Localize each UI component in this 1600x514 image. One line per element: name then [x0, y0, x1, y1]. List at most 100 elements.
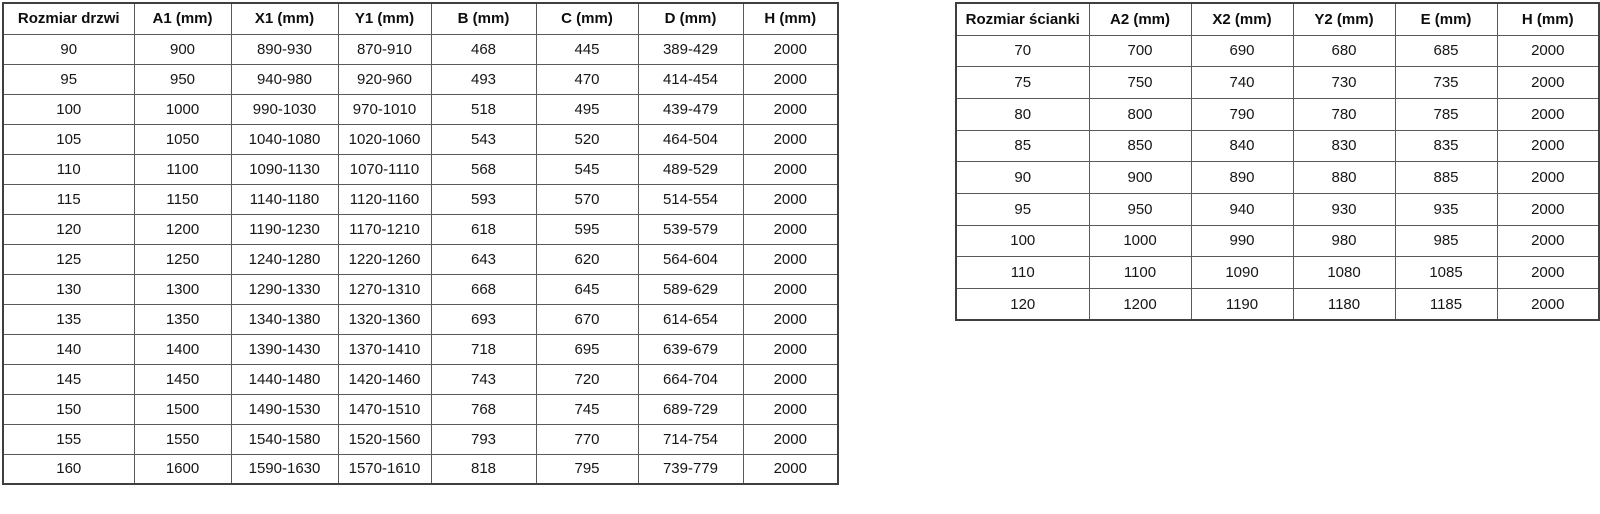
- table-row: 135 1350 1340-1380 1320-1360 693 670 614-654 20…: [2, 303, 839, 335]
- table-cell: 940: [1190, 192, 1294, 226]
- table-cell: 618: [430, 213, 537, 245]
- column-header: X1 (mm): [230, 2, 339, 35]
- table-row: 130 1300 1290-1330 1270-1310 668 645 589-629 20…: [2, 273, 839, 305]
- table-cell: 90: [2, 33, 135, 65]
- table-cell: 90: [955, 161, 1090, 194]
- table-cell: 985: [1394, 224, 1498, 258]
- table-cell: 2000: [742, 393, 839, 425]
- table-cell: 645: [535, 273, 639, 305]
- table-cell: 750: [1088, 66, 1192, 99]
- table-row: 150 1500 1490-1530 1470-1510 768 745 689-729 20…: [2, 393, 839, 425]
- table-cell: 735: [1394, 66, 1498, 99]
- column-header: A2 (mm): [1088, 2, 1192, 36]
- table-cell: 793: [430, 423, 537, 455]
- table-row: 90 900 890-930 870-910 468 445 389-429 2000: [2, 33, 839, 65]
- table-cell: 670: [535, 303, 639, 335]
- table-cell: 1590-1630: [230, 453, 339, 485]
- table-cell: 668: [430, 273, 537, 305]
- table-cell: 930: [1292, 192, 1396, 226]
- table-cell: 880: [1292, 161, 1396, 194]
- table-cell: 1180: [1292, 288, 1396, 321]
- table-row: 100 1000 990 980 985 2000: [955, 224, 1600, 258]
- table-cell: 110: [2, 153, 135, 185]
- table-cell: 520: [535, 123, 639, 155]
- table-cell: 2000: [1496, 66, 1600, 99]
- table-cell: 2000: [742, 153, 839, 185]
- table-cell: 85: [955, 129, 1090, 163]
- header-row: Rozmiar drzwi A1 (mm) X1 (mm) Y1 (mm) B (mm)…: [2, 2, 839, 35]
- table-cell: 2000: [742, 33, 839, 65]
- column-header: Y2 (mm): [1292, 2, 1396, 36]
- wall-table-body: 70 700 690 680 685 2000 75 750 740 730 735 2000 80 80…: [955, 34, 1600, 321]
- table-cell: 589-629: [637, 273, 744, 305]
- table-cell: 1390-1430: [230, 333, 339, 365]
- table-row: 140 1400 1390-1430 1370-1410 718 695 639-679 20…: [2, 333, 839, 365]
- table-cell: 890: [1190, 161, 1294, 194]
- table-row: 145 1450 1440-1480 1420-1460 743 720 664-704 20…: [2, 363, 839, 395]
- table-row: 80 800 790 780 785 2000: [955, 97, 1600, 131]
- table-cell: 1300: [133, 273, 232, 305]
- table-cell: 970-1010: [337, 93, 432, 125]
- table-cell: 1220-1260: [337, 243, 432, 275]
- table-cell: 1320-1360: [337, 303, 432, 335]
- table-cell: 1350: [133, 303, 232, 335]
- table-cell: 680: [1292, 34, 1396, 68]
- table-cell: 785: [1394, 97, 1498, 131]
- table-cell: 160: [2, 453, 135, 485]
- column-header: E (mm): [1394, 2, 1498, 36]
- column-header: A1 (mm): [133, 2, 232, 35]
- table-cell: 568: [430, 153, 537, 185]
- column-header: D (mm): [637, 2, 744, 35]
- table-row: 120 1200 1190-1230 1170-1210 618 595 539-579 20…: [2, 213, 839, 245]
- table-cell: 890-930: [230, 33, 339, 65]
- table-cell: 643: [430, 243, 537, 275]
- table-cell: 543: [430, 123, 537, 155]
- table-cell: 1085: [1394, 256, 1498, 289]
- table-cell: 2000: [1496, 34, 1600, 68]
- column-header: H (mm): [742, 2, 839, 35]
- table-cell: 800: [1088, 97, 1192, 131]
- table-cell: 690: [1190, 34, 1294, 68]
- table-cell: 740: [1190, 66, 1294, 99]
- table-cell: 150: [2, 393, 135, 425]
- table-cell: 1000: [1088, 224, 1192, 258]
- table-cell: 745: [535, 393, 639, 425]
- table-cell: 950: [1088, 192, 1192, 226]
- table-cell: 1290-1330: [230, 273, 339, 305]
- table-row: 115 1150 1140-1180 1120-1160 593 570 514-554 20…: [2, 183, 839, 215]
- door-table-body: 90 900 890-930 870-910 468 445 389-429 2000 95 95…: [2, 33, 839, 485]
- table-cell: 1090: [1190, 256, 1294, 289]
- table-cell: 614-654: [637, 303, 744, 335]
- table-cell: 75: [955, 66, 1090, 99]
- table-cell: 1190: [1190, 288, 1294, 321]
- table-cell: 470: [535, 63, 639, 95]
- table-cell: 489-529: [637, 153, 744, 185]
- table-cell: 620: [535, 243, 639, 275]
- table-cell: 870-910: [337, 33, 432, 65]
- table-row: 90 900 890 880 885 2000: [955, 161, 1600, 194]
- column-header: H (mm): [1496, 2, 1600, 36]
- table-cell: 1400: [133, 333, 232, 365]
- column-header: B (mm): [430, 2, 537, 35]
- table-cell: 135: [2, 303, 135, 335]
- table-cell: 714-754: [637, 423, 744, 455]
- table-cell: 639-679: [637, 333, 744, 365]
- column-header: C (mm): [535, 2, 639, 35]
- table-cell: 595: [535, 213, 639, 245]
- table-cell: 120: [2, 213, 135, 245]
- wall-size-table: Rozmiar ścianki A2 (mm) X2 (mm) Y2 (mm) E (m…: [955, 2, 1600, 322]
- table-cell: 414-454: [637, 63, 744, 95]
- table-cell: 1100: [1088, 256, 1192, 289]
- table-cell: 935: [1394, 192, 1498, 226]
- table-cell: 2000: [742, 213, 839, 245]
- table-row: 155 1550 1540-1580 1520-1560 793 770 714-754 20…: [2, 423, 839, 455]
- table-row: 75 750 740 730 735 2000: [955, 66, 1600, 99]
- table-cell: 770: [535, 423, 639, 455]
- table-cell: 850: [1088, 129, 1192, 163]
- table-cell: 2000: [742, 363, 839, 395]
- table-row: 100 1000 990-1030 970-1010 518 495 439-479 2000: [2, 93, 839, 125]
- table-cell: 2000: [1496, 224, 1600, 258]
- table-row: 95 950 940 930 935 2000: [955, 192, 1600, 226]
- table-cell: 110: [955, 256, 1090, 289]
- column-header: Y1 (mm): [337, 2, 432, 35]
